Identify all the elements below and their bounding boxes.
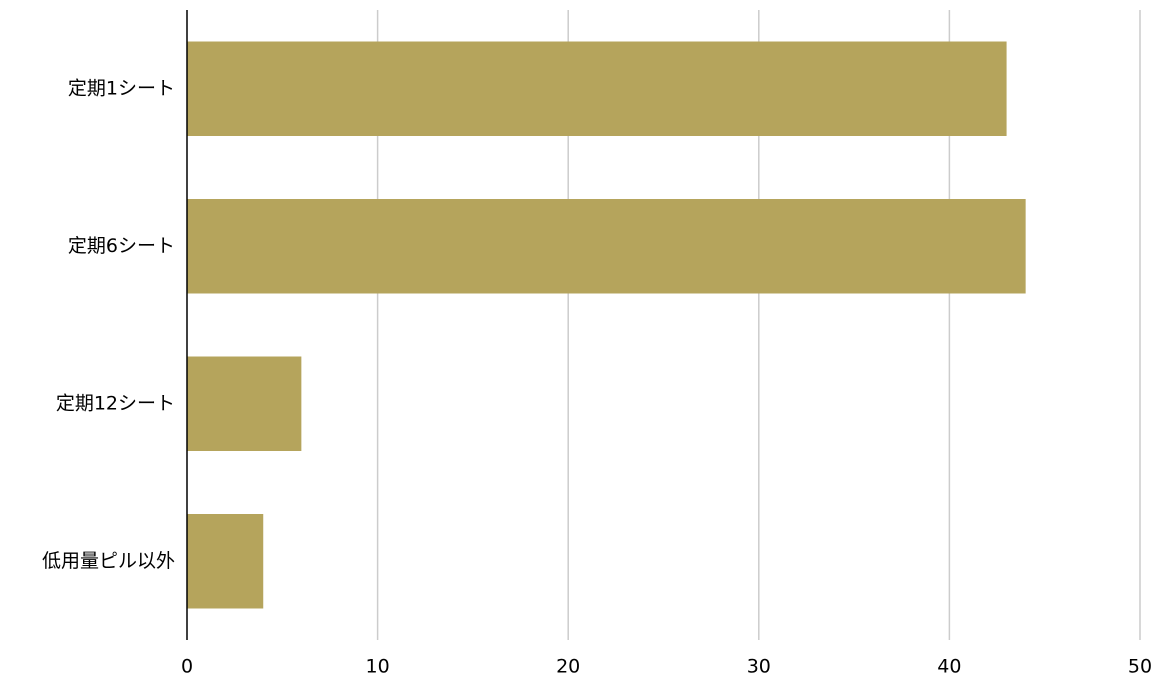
- x-tick-label-40: 40: [937, 656, 961, 678]
- bar-2: [187, 199, 1026, 294]
- x-tick-label-0: 0: [181, 656, 193, 678]
- category-label-4: 低用量ピル以外: [42, 550, 175, 572]
- bar-3: [187, 356, 302, 451]
- x-tick-label-50: 50: [1128, 656, 1152, 678]
- category-label-2: 定期6シート: [68, 235, 175, 257]
- x-tick-label-20: 20: [556, 656, 580, 678]
- bar-1: [187, 41, 1007, 136]
- x-tick-label-30: 30: [747, 656, 771, 678]
- category-label-1: 定期1シート: [68, 77, 175, 99]
- bar-4: [187, 514, 264, 609]
- category-label-3: 定期12シート: [56, 392, 175, 414]
- x-tick-labels: 0 10 20 30 40 50: [181, 656, 1152, 678]
- bars: [187, 41, 1026, 609]
- x-tick-label-10: 10: [366, 656, 390, 678]
